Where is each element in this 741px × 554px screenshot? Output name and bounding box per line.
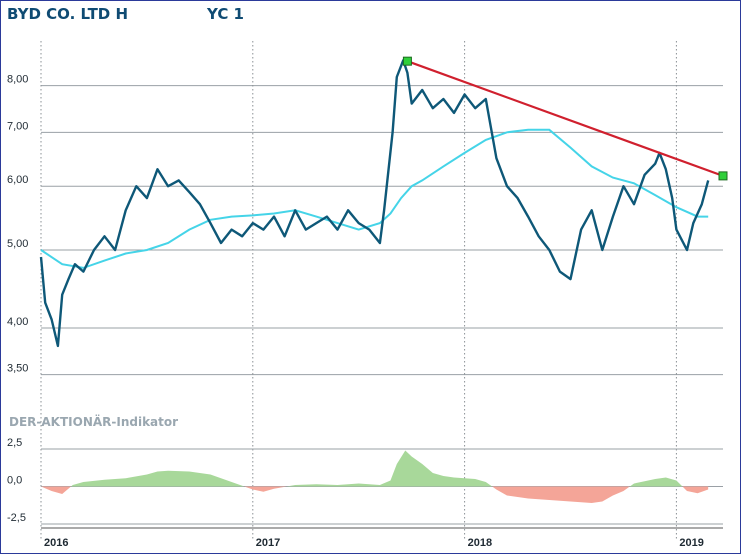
- chart-title: BYD CO. LTD H: [7, 5, 128, 23]
- x-tick-label: 2016: [44, 537, 68, 549]
- indicator-positive-area: [71, 450, 683, 487]
- y-tick-label: 3,50: [7, 363, 28, 375]
- indicator-y-tick-label: 0,0: [7, 475, 22, 487]
- y-tick-label: 8,00: [7, 74, 28, 86]
- x-tick-label: 2018: [468, 537, 492, 549]
- indicator-title: DER-AKTIONÄR-Indikator: [9, 414, 178, 429]
- trendline-marker: [718, 171, 728, 181]
- indicator-y-tick-label: -2,5: [7, 512, 26, 524]
- x-tick-label: 2019: [679, 537, 703, 549]
- moving-average-line: [40, 128, 709, 269]
- grid-lines: [40, 41, 723, 541]
- tick-labels: 3,50 4,00 5,00 6,00 7,00 8,00 2016 2017 2018 2019…: [7, 74, 704, 549]
- price-lines: [39, 56, 728, 348]
- trendline-marker: [402, 56, 412, 66]
- y-tick-label: 5,00: [7, 238, 28, 250]
- indicator-negative-area: [41, 486, 709, 503]
- indicator-area: [41, 450, 709, 503]
- y-tick-label: 6,00: [7, 174, 28, 186]
- y-tick-label: 4,00: [7, 316, 28, 328]
- y-tick-label: 7,00: [7, 120, 28, 132]
- price-line: [39, 59, 710, 348]
- indicator-y-tick-label: 2,5: [7, 437, 22, 449]
- trendline: [407, 60, 724, 177]
- chart-subtitle: YC 1: [206, 5, 244, 23]
- x-tick-label: 2017: [256, 537, 280, 549]
